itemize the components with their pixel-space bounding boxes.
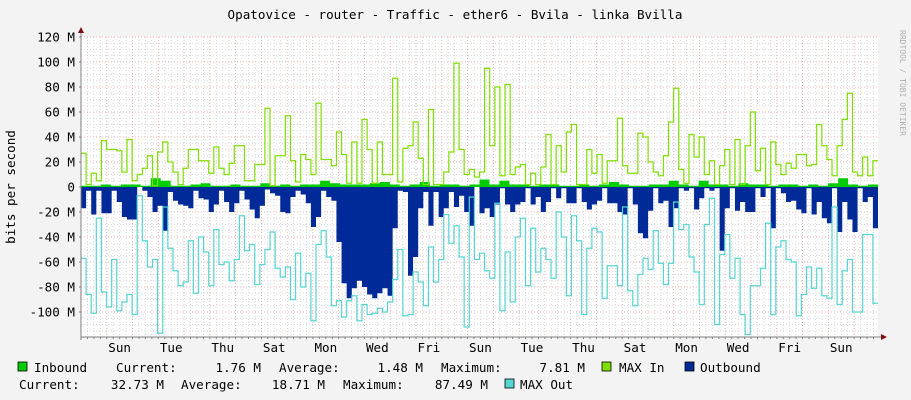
y-tick-labels: 120 M 100 M 80 M 60 M 40 M 20 M 0 -20 M -40 M -60…: [30, 30, 76, 320]
legend-swatch-inbound: [17, 361, 28, 372]
legend-outbound-current-label: Current:: [19, 377, 80, 392]
y-axis-arrow-icon: [78, 27, 84, 33]
legend-outbound-maximum-label: Maximum:: [343, 377, 404, 392]
y-tick-label: -60 M: [37, 255, 75, 270]
axes: [78, 27, 887, 340]
x-tick-label: Sun: [469, 340, 492, 355]
x-tick-label: Thu: [572, 340, 595, 355]
x-tick-label: Wed: [366, 340, 389, 355]
y-tick-label: 40 M: [45, 130, 76, 145]
watermark: RRDTOOL / TOBI OETIKER: [898, 30, 907, 136]
x-tick-label: Mon: [314, 340, 337, 355]
legend-inbound-maximum: 7.81 M: [540, 360, 586, 375]
legend-inbound-average: 1.48 M: [378, 360, 424, 375]
x-tick-label: Fri: [418, 340, 441, 355]
y-tick-label: 80 M: [45, 80, 76, 95]
legend-label-max-out: MAX Out: [520, 377, 573, 392]
x-tick-label: Tue: [160, 340, 183, 355]
x-tick-labels: Sun Tue Thu Sat Mon Wed Fri Sun Tue Thu Sat Mon Wed F…: [108, 340, 852, 355]
legend-label-inbound: Inbound: [34, 360, 87, 375]
x-tick-label: Tue: [521, 340, 544, 355]
y-tick-label: 100 M: [37, 55, 75, 70]
y-axis-label: bits per second: [3, 130, 18, 244]
series-area-inbound: [81, 178, 878, 187]
legend-outbound-average-label: Average:: [181, 377, 242, 392]
x-tick-label: Sun: [830, 340, 853, 355]
legend-outbound-maximum: 87.49 M: [435, 377, 488, 392]
series-line-max-in: [81, 62, 878, 187]
legend: Inbound Current: 1.76 M Average: 1.48 M …: [17, 360, 761, 392]
legend-label-max-in: MAX In: [619, 360, 665, 375]
series-layer: [81, 62, 878, 336]
x-tick-label: Wed: [727, 340, 750, 355]
x-axis-arrow-icon: [881, 334, 887, 340]
x-tick-label: Mon: [675, 340, 698, 355]
y-tick-label: -20 M: [37, 205, 75, 220]
series-area-outbound: [81, 187, 878, 299]
legend-inbound-average-label: Average:: [279, 360, 340, 375]
x-tick-label: Sat: [263, 340, 286, 355]
legend-inbound-maximum-label: Maximum:: [441, 360, 502, 375]
chart-title: Opatovice - router - Traffic - ether6 - …: [228, 7, 683, 22]
y-tick-label: 120 M: [37, 30, 75, 45]
legend-inbound-current: 1.76 M: [216, 360, 262, 375]
legend-outbound-current: 32.73 M: [111, 377, 164, 392]
x-tick-label: Sat: [624, 340, 647, 355]
y-tick-label: 20 M: [45, 155, 76, 170]
y-tick-label: 60 M: [45, 105, 76, 120]
legend-swatch-max-out: [504, 378, 515, 389]
legend-label-outbound: Outbound: [700, 360, 761, 375]
x-tick-label: Thu: [211, 340, 234, 355]
legend-inbound-current-label: Current:: [116, 360, 177, 375]
y-tick-label: -100 M: [30, 305, 76, 320]
legend-swatch-outbound: [684, 361, 695, 372]
x-tick-label: Sun: [108, 340, 131, 355]
y-tick-label: -80 M: [37, 280, 75, 295]
legend-swatch-max-in: [601, 361, 612, 372]
y-tick-label: -40 M: [37, 230, 75, 245]
legend-outbound-average: 18.71 M: [272, 377, 325, 392]
x-tick-label: Fri: [778, 340, 801, 355]
y-tick-label: 0: [67, 180, 75, 195]
series-line-max-out: [81, 195, 878, 336]
